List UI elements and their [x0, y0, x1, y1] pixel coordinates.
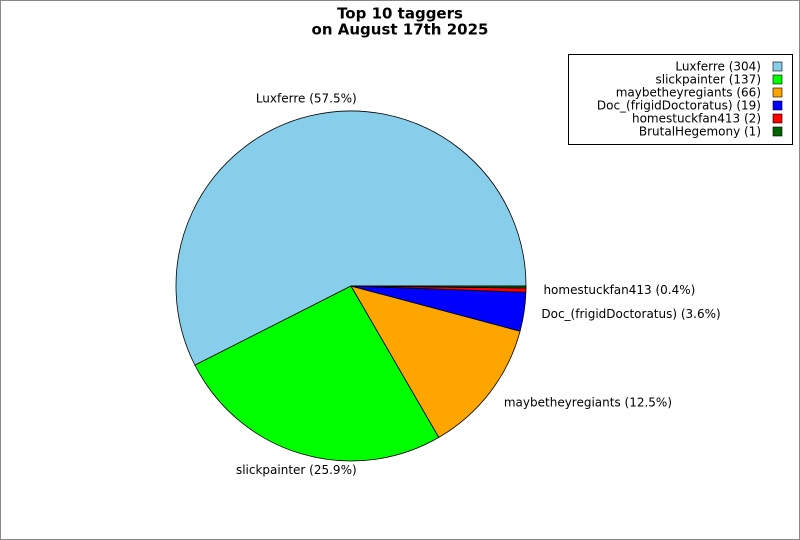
pie-slice	[194, 285, 440, 462]
slice-label: Doc_(frigidDoctoratus) (3.6%)	[541, 307, 720, 321]
pie-slice	[350, 285, 521, 438]
legend-swatch	[772, 61, 783, 72]
slice-label: Luxferre (57.5%)	[256, 91, 357, 105]
chart-title: Top 10 taggers	[337, 5, 463, 23]
slice-label: homestuckfan413 (0.4%)	[543, 283, 695, 297]
chart-title: on August 17th 2025	[312, 21, 489, 39]
legend-swatch	[772, 126, 783, 137]
legend-label: maybetheyregiants (66)	[616, 86, 761, 100]
legend-label: Luxferre (304)	[675, 60, 761, 74]
legend-swatch	[772, 87, 783, 98]
legend-swatch	[772, 74, 783, 85]
legend-swatch	[772, 100, 783, 111]
slice-label: slickpainter (25.9%)	[236, 463, 357, 477]
legend-box	[568, 54, 793, 145]
legend-label: Doc_(frigidDoctoratus) (19)	[597, 99, 761, 113]
legend-label: homestuckfan413 (2)	[632, 112, 761, 126]
legend-label: slickpainter (137)	[656, 73, 761, 87]
pie-slice	[175, 110, 527, 366]
slice-label: maybetheyregiants (12.5%)	[504, 395, 672, 409]
pie-slice	[350, 285, 527, 289]
legend-swatch	[772, 113, 783, 124]
legend-label: BrutalHegemony (1)	[639, 125, 761, 139]
